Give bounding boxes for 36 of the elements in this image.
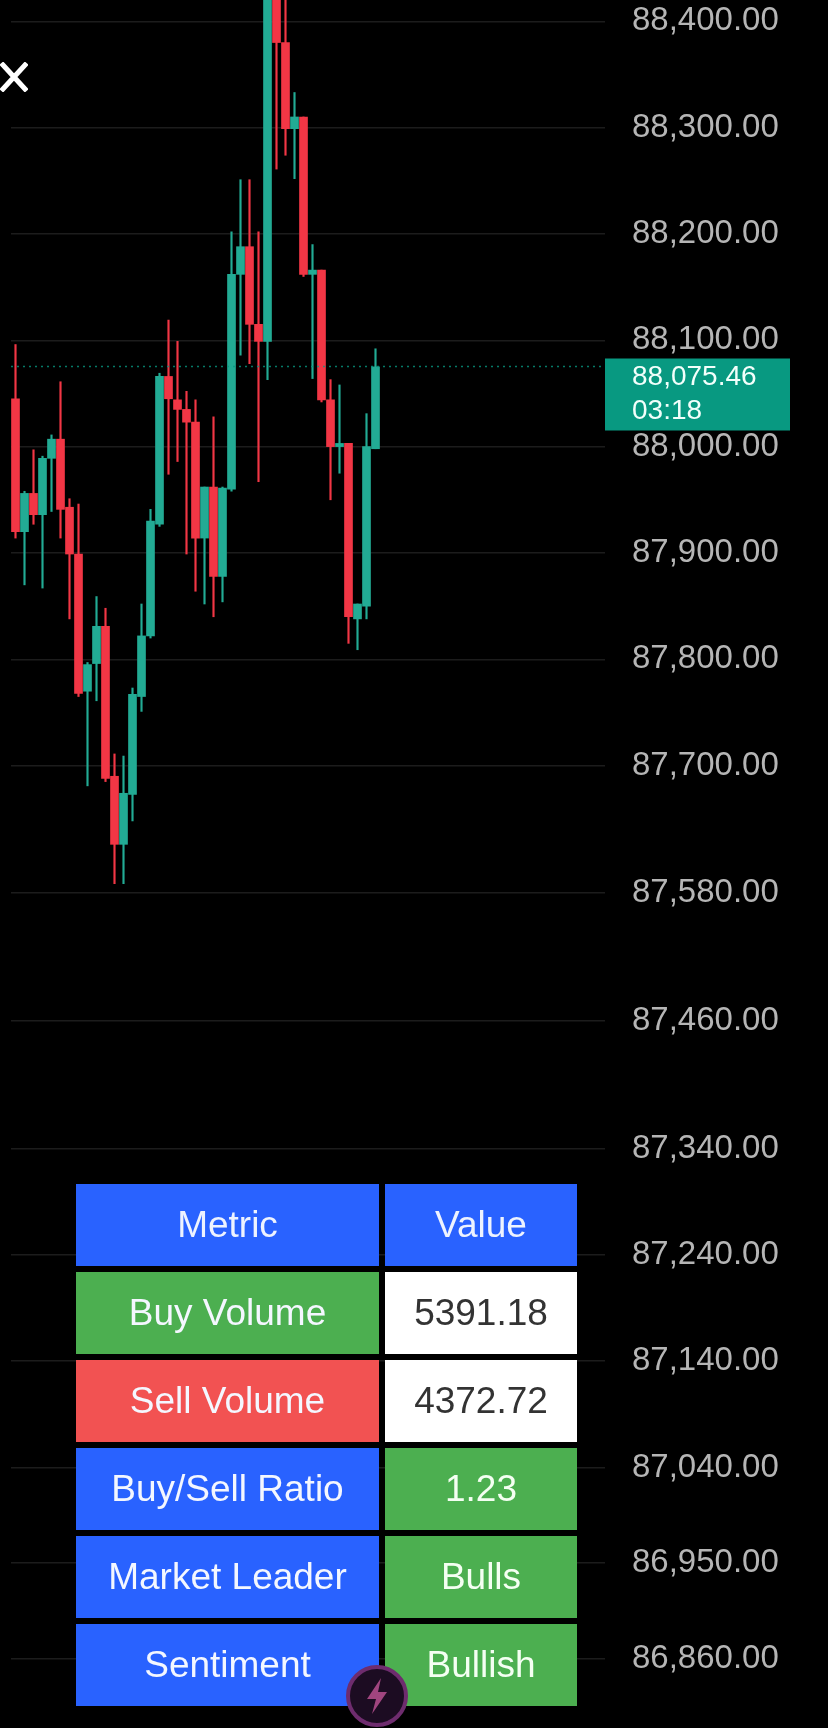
- y-tick-label: 87,800.00: [632, 638, 779, 676]
- y-tick-label: 87,460.00: [632, 999, 779, 1037]
- y-tick-label: 87,900.00: [632, 532, 779, 570]
- y-tick-label: 87,040.00: [632, 1446, 779, 1484]
- y-tick-label: 88,000.00: [632, 425, 779, 463]
- candlestick: [308, 244, 317, 379]
- y-tick-label: 88,400.00: [632, 0, 779, 38]
- y-tick-label: 87,700.00: [632, 744, 779, 782]
- y-tick-label: 88,200.00: [632, 213, 779, 251]
- y-tick-label: 87,240.00: [632, 1233, 779, 1271]
- text: 5391.18: [414, 1292, 548, 1333]
- candlestick: [290, 92, 299, 179]
- annotation: Value: [385, 1184, 577, 1266]
- ref-line-label: 88,075.46: [632, 360, 757, 392]
- category-label: Sell Volume: [76, 1360, 379, 1442]
- candlestick: [29, 449, 38, 525]
- y-tick-label: 86,860.00: [632, 1637, 779, 1675]
- category-label: Market Leader: [76, 1536, 379, 1618]
- y-tick-label: 87,140.00: [632, 1340, 779, 1378]
- text: 03:18: [632, 394, 703, 426]
- candlestick: [164, 319, 173, 475]
- text: 1.23: [444, 1468, 517, 1509]
- candlestick: [83, 662, 92, 787]
- annotation: Metric: [76, 1184, 379, 1266]
- candlestick: [335, 384, 344, 474]
- y-tick-label: 88,100.00: [632, 319, 779, 357]
- y-tick-label: 86,950.00: [632, 1542, 779, 1580]
- category-label: Buy/Sell Ratio: [76, 1448, 379, 1530]
- category-label: Buy Volume: [76, 1272, 379, 1354]
- text: 4372.72: [414, 1380, 548, 1421]
- text: Bulls: [440, 1556, 522, 1597]
- category-label: Sentiment: [76, 1624, 379, 1706]
- y-tick-label: 88,300.00: [632, 106, 779, 144]
- y-tick-label: 87,580.00: [632, 872, 779, 910]
- text: Bullish: [426, 1644, 536, 1685]
- y-tick-label: 87,340.00: [632, 1127, 779, 1165]
